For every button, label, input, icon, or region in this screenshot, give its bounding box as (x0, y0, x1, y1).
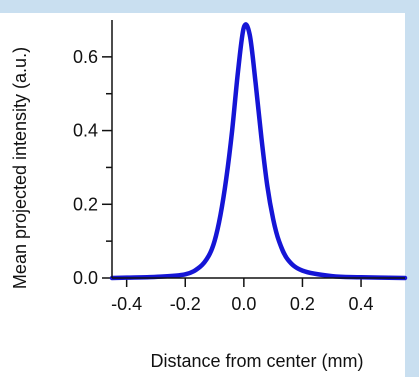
x-tick-label: -0.2 (170, 294, 201, 314)
x-tick-label: 0.2 (290, 294, 315, 314)
y-tick-label: 0.0 (73, 268, 98, 288)
x-axis-tick-labels: -0.4 -0.2 0.0 0.2 0.4 (111, 294, 373, 314)
series-layer (109, 22, 408, 281)
y-tick-label: 0.2 (73, 194, 98, 214)
x-axis-ticks (125, 278, 362, 287)
y-axis-ticks (102, 56, 112, 279)
y-axis-title: Mean projected intensity (a.u.) (10, 47, 30, 289)
x-tick-label: -0.4 (111, 294, 142, 314)
y-tick-label: 0.6 (73, 47, 98, 67)
series-line (109, 22, 408, 281)
y-tick-label: 0.4 (73, 121, 98, 141)
y-axis-tick-labels: 0.0 0.2 0.4 0.6 (73, 47, 98, 288)
right-border-band (405, 0, 419, 377)
x-axis-title: Distance from center (mm) (150, 351, 363, 371)
x-tick-label: 0.4 (349, 294, 374, 314)
top-border-band (0, 0, 419, 13)
x-tick-label: 0.0 (231, 294, 256, 314)
